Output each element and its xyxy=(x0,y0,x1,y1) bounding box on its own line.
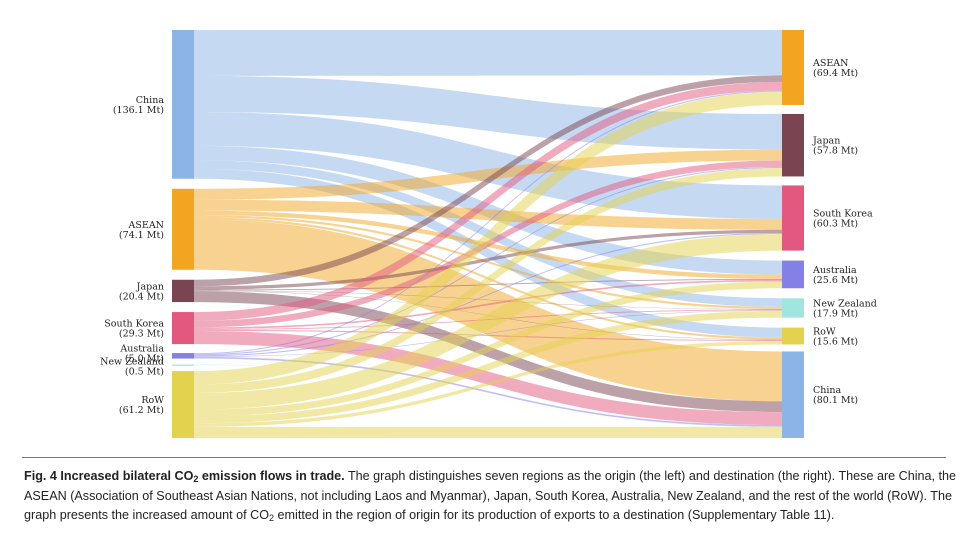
target-label-row: RoW (15.6 Mt) xyxy=(813,327,858,348)
target-label-japan: Japan (57.8 Mt) xyxy=(812,136,858,157)
source-node-asean xyxy=(172,188,194,270)
flow-asean-to-new-zealand xyxy=(194,215,782,310)
flow-asean-to-china xyxy=(194,219,782,402)
source-label-row: RoW (61.2 Mt) xyxy=(119,395,164,416)
target-label-south-korea: South Korea (60.3 Mt) xyxy=(813,209,873,230)
flow-china-to-row xyxy=(194,168,782,338)
flow-row-to-australia xyxy=(194,281,782,417)
flow-australia-to-new-zealand xyxy=(194,310,782,357)
flow-south-korea-to-row xyxy=(194,329,782,341)
flow-new-zealand-to-china xyxy=(194,364,782,427)
flow-row-to-row xyxy=(194,340,782,427)
target-node-china xyxy=(782,351,804,438)
target-node-south-korea xyxy=(782,185,804,251)
flow-japan-to-australia xyxy=(194,278,782,291)
flow-australia-to-china xyxy=(194,356,782,427)
flow-japan-to-asean xyxy=(194,75,782,287)
source-node-new-zealand xyxy=(172,364,194,366)
flow-south-korea-to-australia xyxy=(194,279,782,330)
caption-divider xyxy=(22,457,946,458)
caption-title-part2: emission flows in trade. xyxy=(198,469,345,483)
source-label-asean: ASEAN (74.1 Mt) xyxy=(119,220,164,241)
flow-japan-to-south-korea xyxy=(194,229,782,290)
target-node-asean xyxy=(782,30,804,105)
caption-body-subscript: 2 xyxy=(269,513,275,524)
source-label-south-korea: South Korea (29.3 Mt) xyxy=(104,319,164,340)
source-node-south-korea xyxy=(172,312,194,345)
flow-asean-to-south-korea xyxy=(194,199,782,230)
caption-title-subscript: 2 xyxy=(193,474,199,484)
flow-australia-to-asean xyxy=(194,90,782,355)
sankey-diagram: China (136.1 Mt) ASEAN (74.1 Mt) Japan (20.4 … xyxy=(100,30,877,439)
target-label-australia: Australia (25.6 Mt) xyxy=(812,265,858,286)
source-node-china xyxy=(172,30,194,179)
flow-row-to-new-zealand xyxy=(194,310,782,424)
flow-row-to-south-korea xyxy=(194,234,782,410)
flow-australia-to-japan xyxy=(194,166,782,356)
caption-title-part1: Fig. 4 Increased bilateral CO xyxy=(24,469,194,483)
flow-row-to-japan xyxy=(194,168,782,393)
labels-layer: China (136.1 Mt) ASEAN (74.1 Mt) Japan (20.4 … xyxy=(100,58,877,416)
source-node-japan xyxy=(172,279,194,303)
flow-china-to-asean xyxy=(194,30,782,76)
source-node-australia xyxy=(172,353,194,359)
target-label-china: China (80.1 Mt) xyxy=(813,385,858,406)
flow-row-to-asean xyxy=(194,91,782,385)
target-node-row xyxy=(782,327,804,345)
caption-body-part2: emitted in the region of origin for its … xyxy=(274,508,835,523)
flow-new-zealand-to-asean xyxy=(194,91,782,365)
source-label-japan: Japan (20.4 Mt) xyxy=(119,281,164,302)
caption-body-part1: The graph distinguishes seven regions as… xyxy=(24,469,957,523)
target-node-new-zealand xyxy=(782,298,804,318)
source-label-new-zealand: New Zealand (0.5 Mt) xyxy=(100,356,164,377)
source-label-china: China (136.1 Mt) xyxy=(113,95,165,116)
target-label-asean: ASEAN (69.4 Mt) xyxy=(812,58,858,79)
flow-australia-to-south-korea xyxy=(194,232,782,357)
figure-caption: Fig. 4 Increased bilateral CO2 emission … xyxy=(24,467,958,526)
nodes-layer xyxy=(172,30,804,438)
flow-row-to-china xyxy=(194,426,782,439)
source-node-row xyxy=(172,371,194,438)
flow-asean-to-japan xyxy=(194,149,782,200)
flows-layer xyxy=(194,30,782,439)
flow-new-zealand-to-japan xyxy=(194,168,782,365)
target-label-new-zealand: New Zealand (17.9 Mt) xyxy=(813,298,877,319)
source-label-australia: Australia (5.0 Mt) xyxy=(119,343,164,364)
flow-south-korea-to-china xyxy=(194,330,782,426)
target-node-japan xyxy=(782,113,804,177)
flow-south-korea-to-asean xyxy=(194,81,782,321)
caption-title: Fig. 4 Increased bilateral CO2 emission … xyxy=(24,469,345,484)
target-node-australia xyxy=(782,260,804,289)
flow-japan-to-new-zealand xyxy=(194,290,782,310)
